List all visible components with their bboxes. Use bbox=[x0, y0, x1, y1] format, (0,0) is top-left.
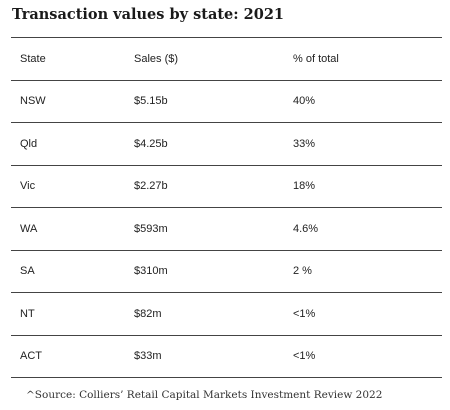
cell-state: NSW bbox=[20, 95, 46, 108]
cell-percent: 2 % bbox=[293, 265, 312, 278]
cell-state: Vic bbox=[20, 180, 36, 193]
cell-sales: $593m bbox=[134, 222, 168, 235]
cell-state: NT bbox=[20, 307, 35, 320]
transaction-table: State Sales ($) % of total NSW $5.15b 40… bbox=[11, 37, 442, 378]
header-sales: Sales ($) bbox=[134, 52, 179, 65]
cell-percent: 18% bbox=[293, 180, 316, 193]
cell-sales: $33m bbox=[134, 350, 162, 363]
cell-sales: $82m bbox=[134, 307, 162, 320]
table-row: NSW $5.15b 40% bbox=[11, 81, 442, 123]
cell-state: Qld bbox=[20, 137, 38, 150]
cell-percent: 33% bbox=[293, 137, 316, 150]
cell-sales: $4.25b bbox=[134, 137, 168, 150]
cell-percent: 4.6% bbox=[293, 222, 319, 235]
table-header-row: State Sales ($) % of total bbox=[11, 38, 442, 81]
cell-sales: $5.15b bbox=[134, 95, 168, 108]
table-row: NT $82m <1% bbox=[11, 293, 442, 336]
cell-percent: <1% bbox=[293, 307, 316, 320]
table-row: WA $593m 4.6% bbox=[11, 208, 442, 251]
table-row: Vic $2.27b 18% bbox=[11, 166, 442, 208]
source-note: ^Source: Colliers’ Retail Capital Market… bbox=[26, 389, 383, 401]
cell-percent: <1% bbox=[293, 350, 316, 363]
cell-sales: $2.27b bbox=[134, 180, 168, 193]
page-title: Transaction values by state: 2021 bbox=[12, 6, 285, 23]
header-state: State bbox=[20, 52, 46, 65]
header-percent: % of total bbox=[293, 52, 339, 65]
cell-sales: $310m bbox=[134, 265, 168, 278]
cell-percent: 40% bbox=[293, 95, 316, 108]
cell-state: WA bbox=[20, 222, 38, 235]
cell-state: ACT bbox=[20, 350, 42, 363]
cell-state: SA bbox=[20, 265, 35, 278]
table-row: SA $310m 2 % bbox=[11, 251, 442, 293]
table-row: Qld $4.25b 33% bbox=[11, 123, 442, 166]
table-row: ACT $33m <1% bbox=[11, 336, 442, 378]
